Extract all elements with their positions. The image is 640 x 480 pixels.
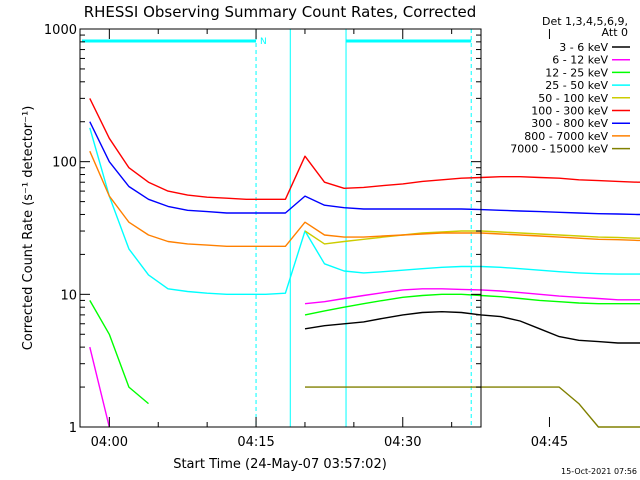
chart-title: RHESSI Observing Summary Count Rates, Co… (84, 3, 477, 21)
series-line-8 (89, 150, 640, 247)
x-tick-label-3: 04:30 (384, 435, 421, 450)
x-tick-label-2: 04:15 (237, 435, 274, 450)
plot-frame (79, 28, 482, 428)
series-line-7 (89, 121, 640, 216)
legend-label-5: 50 - 100 keV (538, 92, 608, 105)
x-axis-label: Start Time (24-May-07 03:57:02) (173, 457, 387, 472)
series-line-1 (304, 311, 640, 344)
x-tick-label-1: 04:00 (91, 435, 128, 450)
y-tick-label-2: 10 (60, 288, 77, 303)
legend-label-2: 6 - 12 keV (552, 54, 608, 67)
legend-header-1: Det 1,3,4,5,6,9, (542, 15, 628, 28)
legend-label-4: 25 - 50 keV (545, 79, 608, 92)
series-line-9 (305, 386, 640, 428)
y-tick-label-3: 100 (52, 156, 77, 171)
legend-label-6: 100 - 300 keV (531, 105, 608, 118)
plot-layer: N110100100004:0004:1504:3004:4505:0005:1… (44, 23, 640, 450)
series-line-4 (89, 127, 640, 295)
legend-label-7: 300 - 800 keV (531, 117, 608, 130)
x-tick-label-4: 04:45 (531, 435, 568, 450)
legend-label-9: 7000 - 15000 keV (510, 143, 608, 156)
y-axis-label: Corrected Count Rate (s⁻¹ detector⁻¹) (21, 106, 36, 351)
series-line-2 (89, 288, 640, 428)
legend-label-1: 3 - 6 keV (559, 41, 608, 54)
legend-label-8: 800 - 7000 keV (524, 130, 608, 143)
flag-label: N (260, 37, 267, 47)
legend-label-3: 12 - 25 keV (545, 66, 608, 79)
y-tick-label-4: 1000 (44, 23, 77, 38)
series-line-5 (304, 230, 640, 245)
legend-header-2: Att 0 (602, 26, 628, 39)
timestamp: 15-Oct-2021 07:56 (561, 467, 637, 476)
series-line-6 (89, 98, 640, 200)
y-tick-label-1: 1 (69, 421, 77, 436)
series-line-3 (89, 293, 640, 405)
